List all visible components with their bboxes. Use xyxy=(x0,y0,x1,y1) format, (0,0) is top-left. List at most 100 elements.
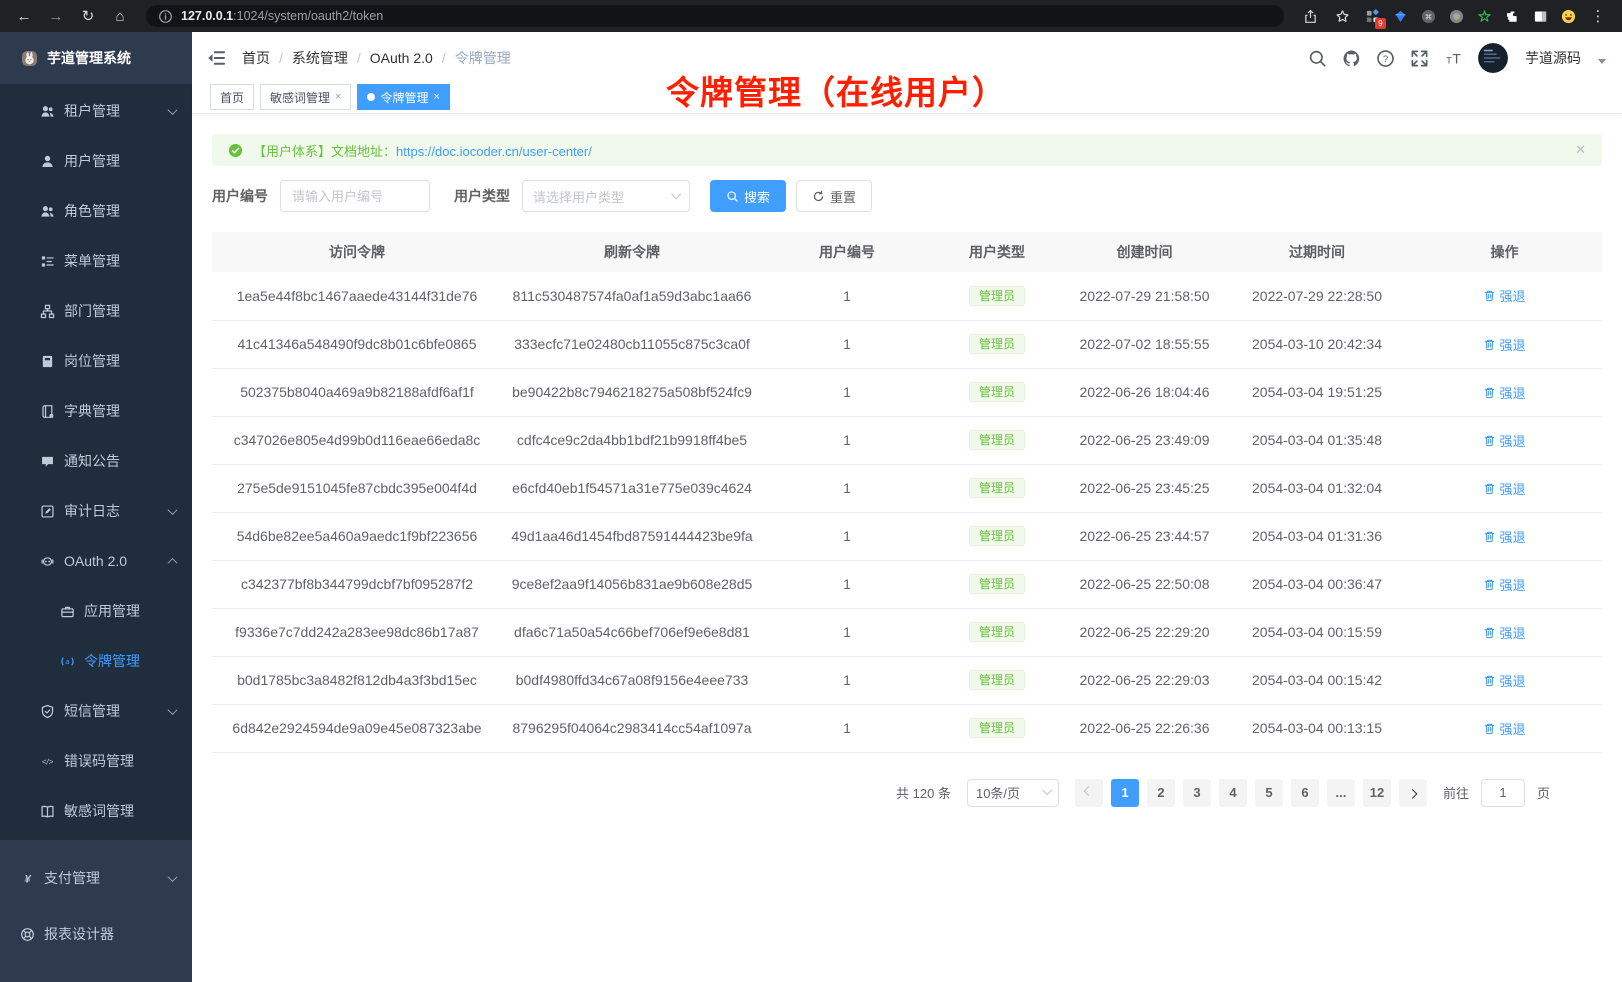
breadcrumb-home[interactable]: 首页 xyxy=(242,50,270,66)
badge-icon xyxy=(40,354,55,369)
user-type-badge: 管理员 xyxy=(968,574,1025,594)
address-bar[interactable]: 127.0.0.1:1024/system/oauth2/token xyxy=(146,5,1284,27)
extension-dot-icon[interactable] xyxy=(1444,4,1468,28)
force-logout-button[interactable]: 强退 xyxy=(1483,335,1526,354)
sidebar-item-dict[interactable]: 字典管理 xyxy=(0,386,192,436)
extensions-puzzle-icon[interactable] xyxy=(1500,4,1524,28)
sidebar-item-oauth2[interactable]: OAuth 2.0 xyxy=(0,536,192,586)
user-type-badge: 管理员 xyxy=(968,334,1025,354)
app-logo-row[interactable]: 芋道管理系统 xyxy=(0,32,192,84)
page-button-1[interactable]: 1 xyxy=(1110,778,1139,807)
sidebar-item-user[interactable]: 用户管理 xyxy=(0,136,192,186)
breadcrumb-oauth2[interactable]: OAuth 2.0 xyxy=(369,50,433,66)
next-page-button[interactable] xyxy=(1398,778,1427,807)
page-ellipsis-button[interactable]: ... xyxy=(1326,778,1355,807)
sidebar-item-sms[interactable]: 短信管理 xyxy=(0,686,192,736)
table-row: 41c41346a548490f9dc8b01c6bfe0865 333ecfc7… xyxy=(212,320,1602,369)
side-panel-icon[interactable] xyxy=(1528,4,1552,28)
sidebar-item-error-code[interactable]: </> 错误码管理 xyxy=(41,753,134,769)
bookmark-star-icon[interactable] xyxy=(1328,4,1356,28)
user-id-input[interactable] xyxy=(280,180,430,212)
sidebar-item-notice[interactable]: 通知公告 xyxy=(0,436,192,486)
close-icon[interactable]: × xyxy=(335,91,342,103)
breadcrumb-token: 令牌管理 xyxy=(454,50,511,66)
reset-button[interactable]: 重置 xyxy=(796,180,873,212)
extension-grid-icon[interactable]: 9 xyxy=(1360,4,1386,29)
profile-avatar[interactable] xyxy=(1556,4,1580,28)
tab-home[interactable]: 首页 xyxy=(210,84,255,110)
sidebar-item-pay[interactable]: ¥ 支付管理 xyxy=(0,850,192,906)
user-type-select[interactable]: 请选择用户类型 xyxy=(522,180,690,212)
tab-sensitive-word[interactable]: 敏感词管理 × xyxy=(260,84,352,110)
col-expires: 过期时间 xyxy=(1227,232,1407,272)
force-logout-button[interactable]: 强退 xyxy=(1483,719,1526,738)
home-icon[interactable]: ⌂ xyxy=(115,7,125,25)
reload-icon[interactable]: ↻ xyxy=(81,8,95,25)
sidebar-item-sensitive-word[interactable]: 敏感词管理 xyxy=(0,786,192,836)
prev-page-button[interactable] xyxy=(1074,778,1103,807)
force-logout-button[interactable]: 强退 xyxy=(1483,623,1526,642)
doc-link[interactable]: https://doc.iocoder.cn/user-center/ xyxy=(396,143,592,159)
force-logout-button[interactable]: 强退 xyxy=(1483,479,1526,498)
org-chart-icon xyxy=(40,304,55,319)
force-logout-button[interactable]: 强退 xyxy=(1483,431,1526,450)
force-logout-button[interactable]: 强退 xyxy=(1483,383,1526,402)
site-info-icon[interactable] xyxy=(158,9,173,24)
page-size-select[interactable]: 10条/页 xyxy=(966,778,1059,807)
active-dot xyxy=(367,93,376,101)
chevron-up-icon xyxy=(167,557,178,568)
sidebar-item-oauth2-app[interactable]: 应用管理 xyxy=(0,586,192,636)
sidebar-fold-icon[interactable] xyxy=(206,48,226,68)
chevron-down-icon xyxy=(671,188,682,199)
page-button-6[interactable]: 6 xyxy=(1290,778,1319,807)
share-icon[interactable] xyxy=(1296,4,1324,28)
github-icon[interactable] xyxy=(1342,49,1361,68)
force-logout-button[interactable]: 强退 xyxy=(1483,527,1526,546)
sidebar-item-oauth2-token[interactable]: a 令牌管理 xyxy=(0,636,192,686)
trash-icon xyxy=(1483,289,1496,302)
page-button-3[interactable]: 3 xyxy=(1182,778,1211,807)
page-button-4[interactable]: 4 xyxy=(1218,778,1247,807)
caret-down-icon[interactable] xyxy=(1598,58,1606,64)
tab-token[interactable]: 令牌管理 × xyxy=(357,84,450,110)
page-button-5[interactable]: 5 xyxy=(1254,778,1283,807)
breadcrumb-system[interactable]: 系统管理 xyxy=(291,50,348,66)
help-icon[interactable]: ? xyxy=(1376,49,1395,68)
fullscreen-icon[interactable] xyxy=(1410,49,1429,68)
goto-suffix: 页 xyxy=(1536,786,1550,801)
sidebar-item-post[interactable]: 岗位管理 xyxy=(0,336,192,386)
goto-page-input[interactable] xyxy=(1480,778,1525,807)
close-icon[interactable]: × xyxy=(433,91,440,103)
message-bubble-icon xyxy=(40,454,55,469)
extension-command-icon[interactable]: ⌘ xyxy=(1416,4,1440,28)
token-table: 访问令牌 刷新令牌 用户编号 用户类型 创建时间 过期时间 操作 1ea5e44… xyxy=(212,232,1602,753)
back-icon[interactable]: ← xyxy=(16,7,32,25)
extension-green-star-icon[interactable] xyxy=(1472,4,1496,28)
refresh-icon xyxy=(812,190,825,203)
sidebar-item-role[interactable]: 角色管理 xyxy=(0,186,192,236)
sidebar-item-dept[interactable]: 部门管理 xyxy=(0,286,192,336)
sidebar-submenu-group: 租户管理 用户管理 角色管理 菜单管理 部门管理 岗位管理 字典管理 通知公告 … xyxy=(0,84,192,840)
force-logout-button[interactable]: 强退 xyxy=(1483,671,1526,690)
extension-gem-icon[interactable] xyxy=(1388,4,1412,28)
page-button-2[interactable]: 2 xyxy=(1146,778,1175,807)
sidebar-item-menu[interactable]: 菜单管理 xyxy=(0,236,192,286)
user-type-badge: 管理员 xyxy=(968,382,1025,402)
browser-menu-icon[interactable]: ⋮ xyxy=(1590,8,1606,25)
username[interactable]: 芋道源码 xyxy=(1525,50,1581,66)
forward-icon[interactable]: → xyxy=(48,7,64,25)
close-icon[interactable]: ✕ xyxy=(1575,142,1586,157)
sidebar-item-audit-log[interactable]: 审计日志 xyxy=(0,486,192,536)
page-button-12[interactable]: 12 xyxy=(1362,778,1391,807)
search-icon[interactable] xyxy=(1308,49,1327,68)
trash-icon xyxy=(1483,626,1496,639)
force-logout-button[interactable]: 强退 xyxy=(1483,286,1526,305)
sidebar-item-report-designer[interactable]: 报表设计器 xyxy=(0,906,192,962)
sidebar-item-tenant[interactable]: 租户管理 xyxy=(0,86,192,136)
search-icon xyxy=(726,190,739,203)
user-avatar[interactable] xyxy=(1478,43,1508,73)
search-button[interactable]: 搜索 xyxy=(710,180,787,212)
force-logout-button[interactable]: 强退 xyxy=(1483,575,1526,594)
filter-bar: 用户编号 用户类型 请选择用户类型 搜索 重置 xyxy=(212,180,1602,212)
